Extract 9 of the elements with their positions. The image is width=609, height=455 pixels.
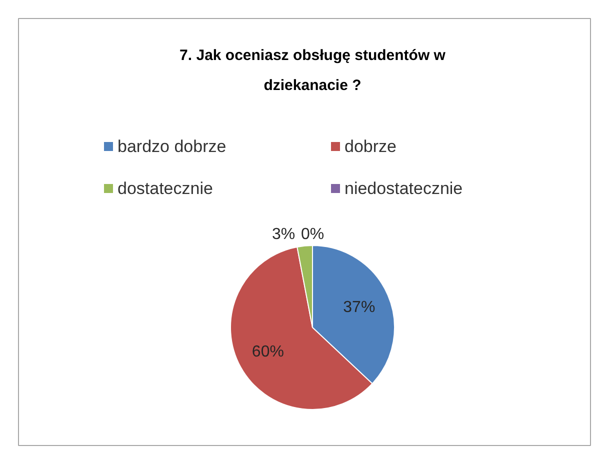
data-label: 60%	[252, 343, 284, 360]
legend-label: bardzo dobrze	[118, 137, 226, 156]
legend-label: dostatecznie	[118, 179, 213, 198]
data-label: 3%	[272, 226, 296, 243]
legend-label: niedostatecznie	[344, 179, 463, 198]
data-label: 37%	[343, 298, 376, 316]
legend-label: dobrze	[344, 137, 396, 156]
chart-title: 7. Jak oceniasz obsługę studentów w dziekanacie ?	[180, 47, 446, 94]
text: 0%	[300, 226, 324, 243]
